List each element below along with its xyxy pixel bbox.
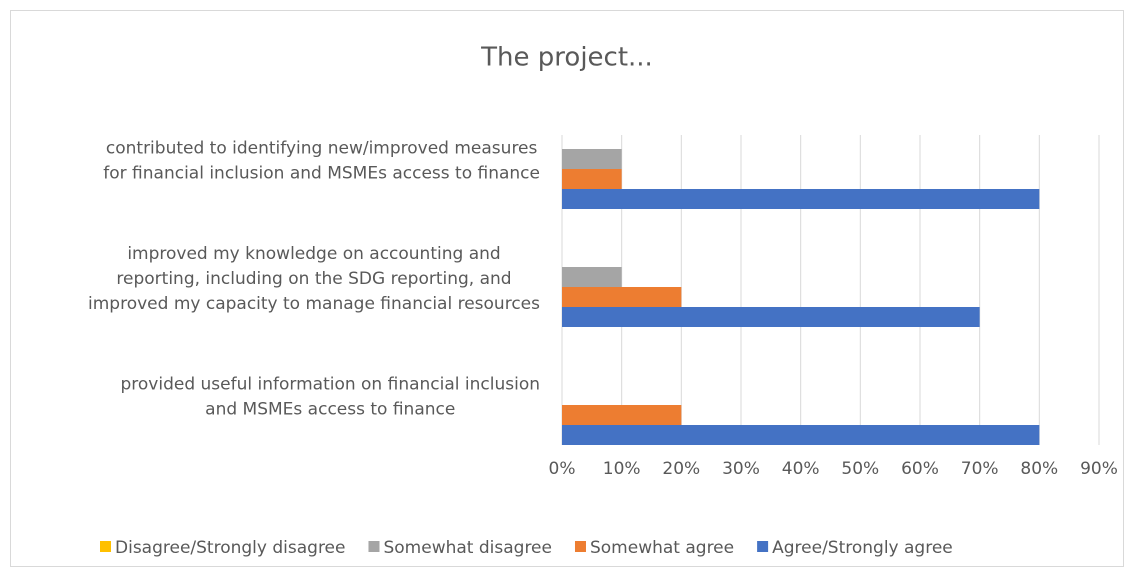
x-tick-label: 30% xyxy=(722,459,760,479)
x-tick-label: 70% xyxy=(961,459,999,479)
legend-swatch xyxy=(100,541,111,552)
bar xyxy=(562,425,1040,445)
bar xyxy=(562,169,622,189)
legend-swatch xyxy=(757,541,769,552)
legend-label: Disagree/Strongly disagree xyxy=(115,538,345,558)
bar xyxy=(562,287,682,307)
y-tick-label: improved my knowledge on accounting and r… xyxy=(88,244,540,314)
x-tick-label: 50% xyxy=(841,459,879,479)
x-tick-label: 90% xyxy=(1080,459,1118,479)
y-tick-label: contributed to identifying new/improved … xyxy=(103,139,540,184)
bar xyxy=(562,307,980,327)
x-tick-label: 40% xyxy=(782,459,820,479)
x-tick-label: 0% xyxy=(549,459,576,479)
legend-label: Agree/Strongly agree xyxy=(772,538,953,558)
bar xyxy=(562,405,682,425)
chart-title: The project... xyxy=(480,43,653,73)
bar xyxy=(562,267,622,287)
legend-swatch xyxy=(574,541,586,552)
x-tick-label: 20% xyxy=(662,459,700,479)
bar xyxy=(562,149,622,169)
legend-label: Somewhat disagree xyxy=(383,538,552,558)
x-tick-label: 60% xyxy=(901,459,939,479)
x-tick-label: 80% xyxy=(1020,459,1058,479)
legend-swatch xyxy=(368,541,380,552)
legend-label: Somewhat agree xyxy=(590,538,734,558)
x-tick-label: 10% xyxy=(603,459,641,479)
bar xyxy=(562,189,1040,209)
y-tick-label: provided useful information on financial… xyxy=(121,375,541,420)
